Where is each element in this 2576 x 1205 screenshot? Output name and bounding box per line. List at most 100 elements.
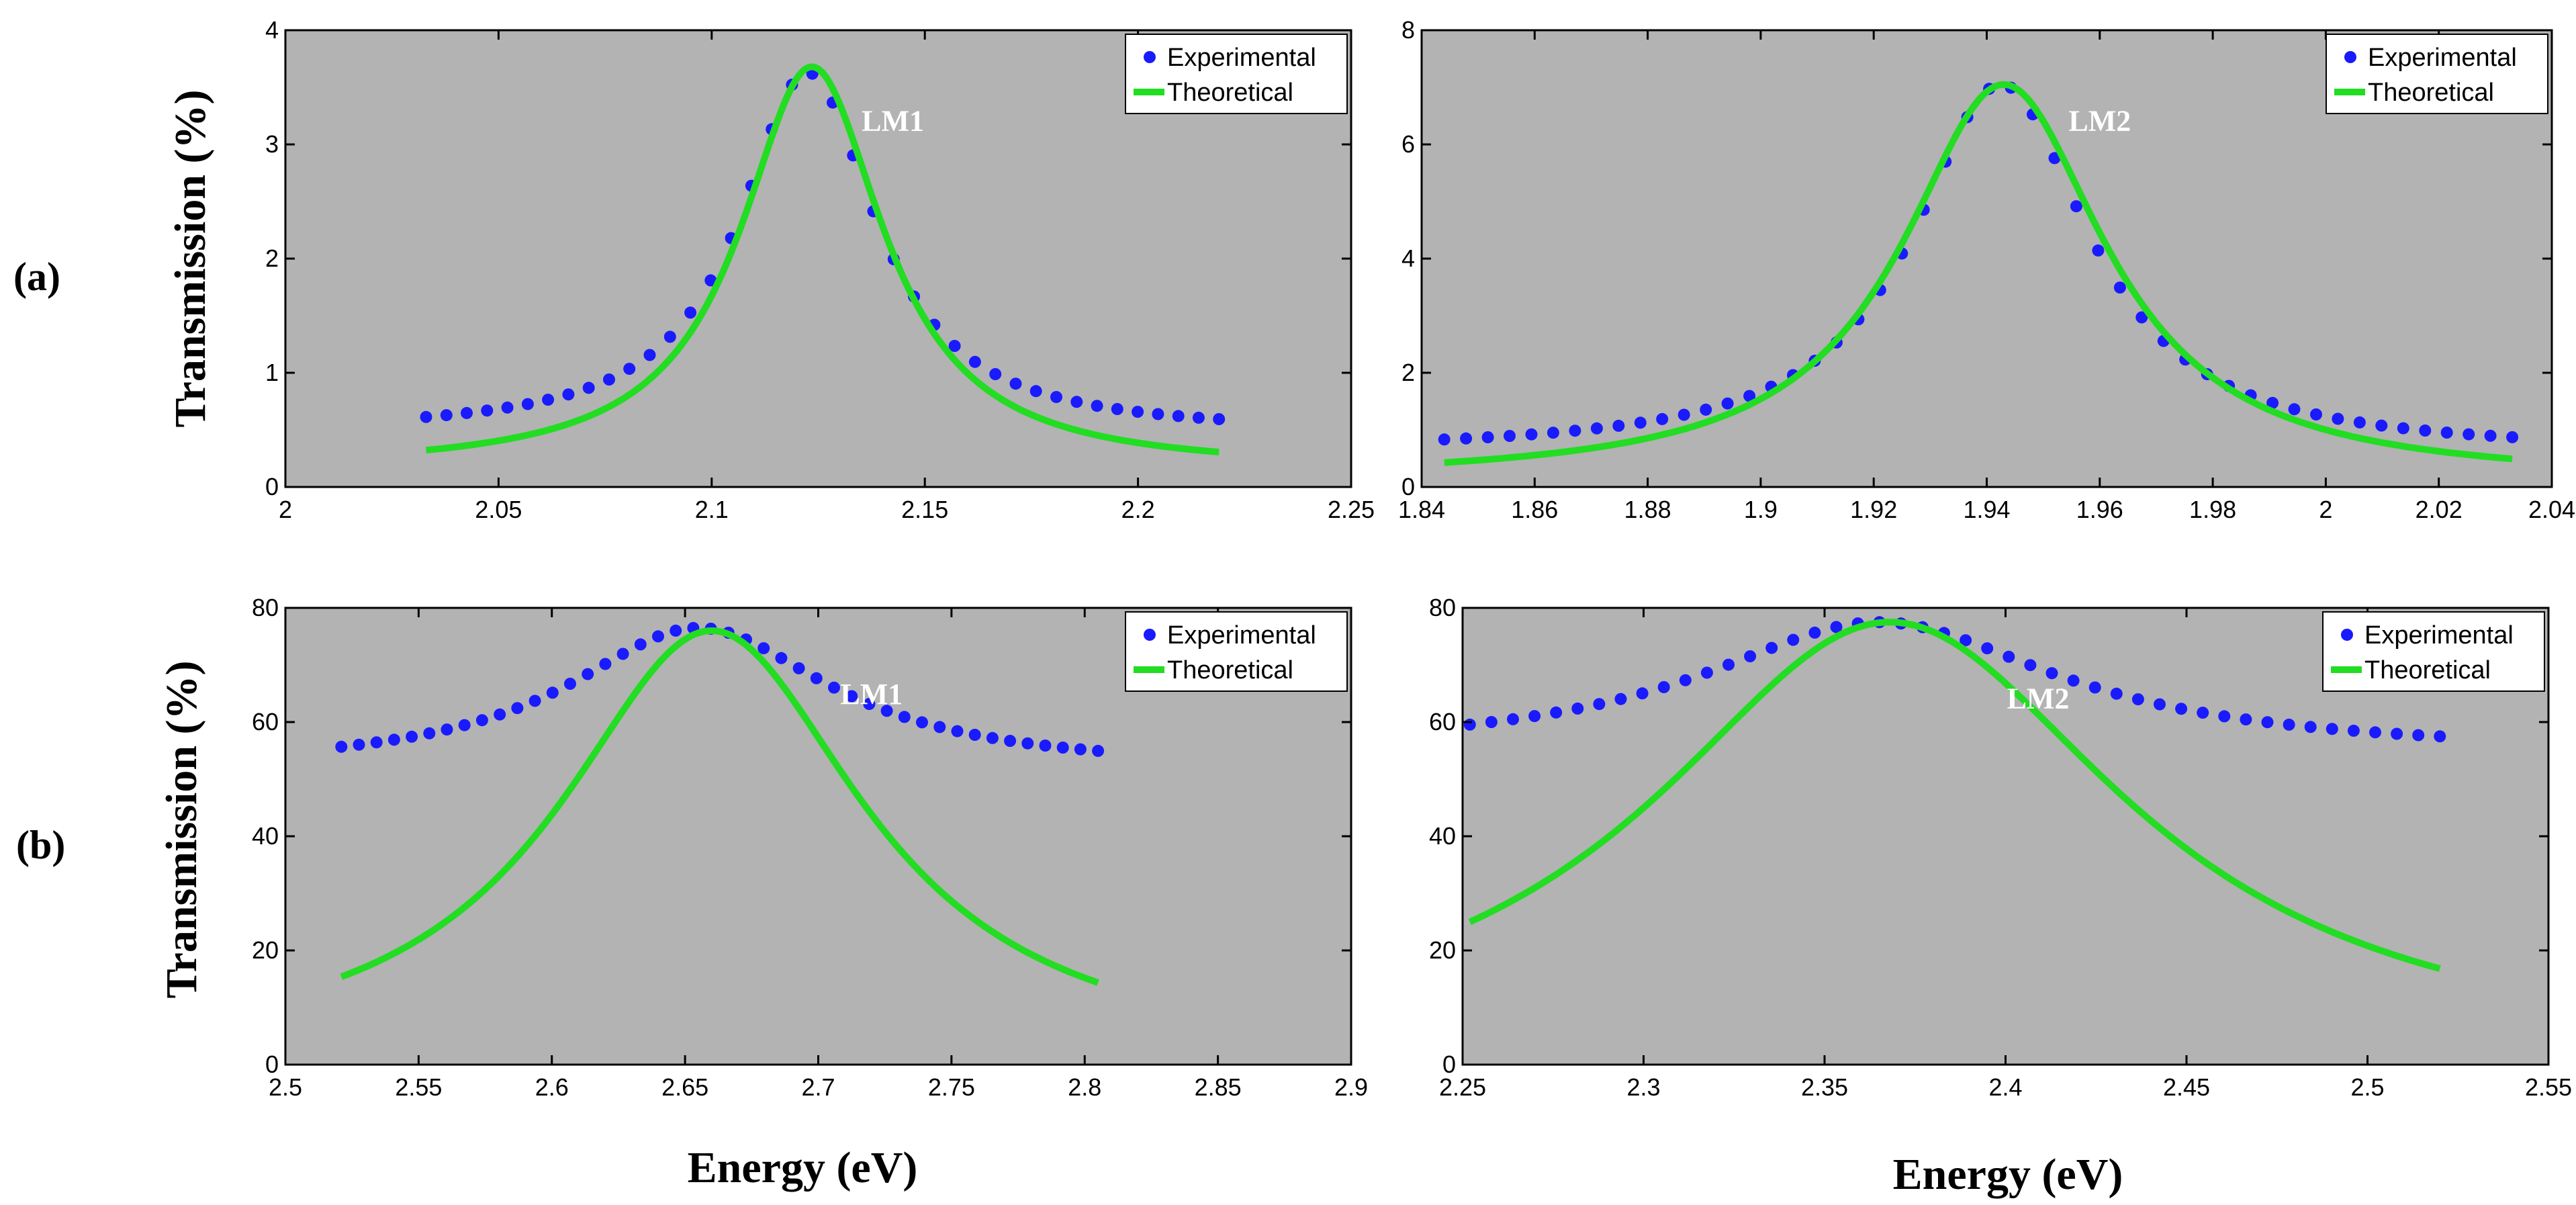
x-tick-label: 2.6 [535,1073,569,1101]
experimental-point [2175,703,2188,715]
x-tick-label: 2.5 [269,1073,302,1101]
peak-label: LM1 [862,105,924,138]
experimental-point [353,738,365,751]
experimental-point [1070,396,1083,408]
theoretical-line [425,63,1220,456]
experimental-point [2419,425,2432,437]
legend-theoretical-label: Theoretical [1167,79,1293,107]
x-tick-label: 1.88 [1624,496,1671,523]
x-tick-label: 2.15 [901,496,948,523]
experimental-point [2261,716,2274,729]
experimental-point [1192,411,1205,424]
experimental-point [2347,724,2360,737]
experimental-point [1009,377,1022,390]
legend: Experimental Theoretical [2326,34,2548,114]
x-tick-label: 2.7 [801,1073,835,1101]
experimental-point [2088,681,2101,694]
experimental-point [2218,710,2231,723]
panel-a-right: 1.84 1.86 1.88 1.9 1.92 1.94 1.96 1.98 2 2.02 2.04… [1398,16,2575,523]
y-tick-label: 0 [1401,473,1415,500]
experimental-point [599,658,612,670]
experimental-point [2283,718,2295,731]
y-tick-label: 3 [265,130,279,158]
x-tick-label: 2.55 [2525,1073,2572,1101]
experimental-point [494,708,506,721]
experimental-point [1636,687,1649,700]
x-tick-label: 2.04 [2528,496,2575,523]
experimental-point [1677,408,1690,421]
experimental-point [1111,403,1123,415]
x-tick-label: 2.55 [395,1073,442,1101]
y-tick-label: 2 [265,244,279,272]
experimental-point [2326,723,2338,735]
experimental-point [582,668,594,680]
experimental-point [2484,429,2497,442]
experimental-point [420,410,432,423]
x-tick-label: 2.85 [1195,1073,1242,1101]
experimental-point [1050,391,1062,404]
x-tick-label: 1.94 [1963,496,2010,523]
experimental-point [810,672,823,684]
experimental-point [2092,244,2105,257]
experimental-point [1700,666,1713,679]
experimental-point [916,716,928,729]
x-axis-label-right: Energy (eV) [1893,1150,2123,1199]
experimental-point [1744,650,1757,663]
peak-label: LM2 [2007,682,2070,715]
experimental-point [441,723,453,736]
legend-theoretical-label: Theoretical [2368,79,2494,107]
experimental-point [1460,432,1473,445]
experimental-point [828,681,840,694]
experimental-point [845,690,858,703]
experimental-point [2304,721,2317,733]
experimental-point [335,740,348,753]
experimental-point [643,349,656,361]
experimental-point [2240,713,2252,726]
experimental-point [968,355,981,368]
legend: Experimental Theoretical [1125,611,1348,692]
x-tick-label: 1.92 [1850,496,1897,523]
legend-experimental-label: Experimental [2364,621,2514,650]
experimental-point [1960,634,1972,647]
y-tick-label: 0 [265,1051,279,1078]
x-tick-label: 2 [279,496,292,523]
experimental-point [461,406,473,419]
experimental-point [1021,737,1034,750]
experimental-point [440,409,453,422]
y-tick-label: 20 [1429,936,1456,964]
x-tick-label: 2.05 [475,496,522,523]
experimental-point [1721,397,1734,410]
experimental-point [1550,706,1563,719]
experimental-point [564,678,576,690]
experimental-point [652,630,664,643]
x-tick-label: 2.1 [695,496,729,523]
legend-experimental-marker [2344,51,2356,63]
experimental-point [1722,658,1735,671]
experimental-series [335,622,1105,757]
legend-box [1125,611,1348,692]
experimental-point [501,401,514,414]
y-tick-label: 8 [1401,16,1415,44]
experimental-point [1593,698,1606,711]
experimental-point [2353,416,2366,429]
x-tick-label: 1.86 [1511,496,1558,523]
y-tick-label: 0 [265,473,279,500]
experimental-point [2440,427,2453,439]
experimental-point [1525,428,1538,441]
experimental-point [2434,730,2446,743]
experimental-point [1152,408,1164,420]
experimental-point [2391,727,2403,740]
experimental-point [2412,729,2425,742]
theoretical-line [1468,619,2441,972]
peak-label: LM1 [840,678,903,711]
legend-experimental-marker [1144,629,1156,641]
experimental-point [2369,726,2381,739]
experimental-point [1787,633,1800,646]
experimental-point [951,725,964,738]
x-tick-label: 2.65 [661,1073,708,1101]
experimental-point [2113,281,2126,294]
experimental-point [475,714,488,727]
experimental-point [704,274,717,287]
y-tick-label: 60 [252,708,279,735]
x-tick-label: 2.02 [2416,496,2463,523]
